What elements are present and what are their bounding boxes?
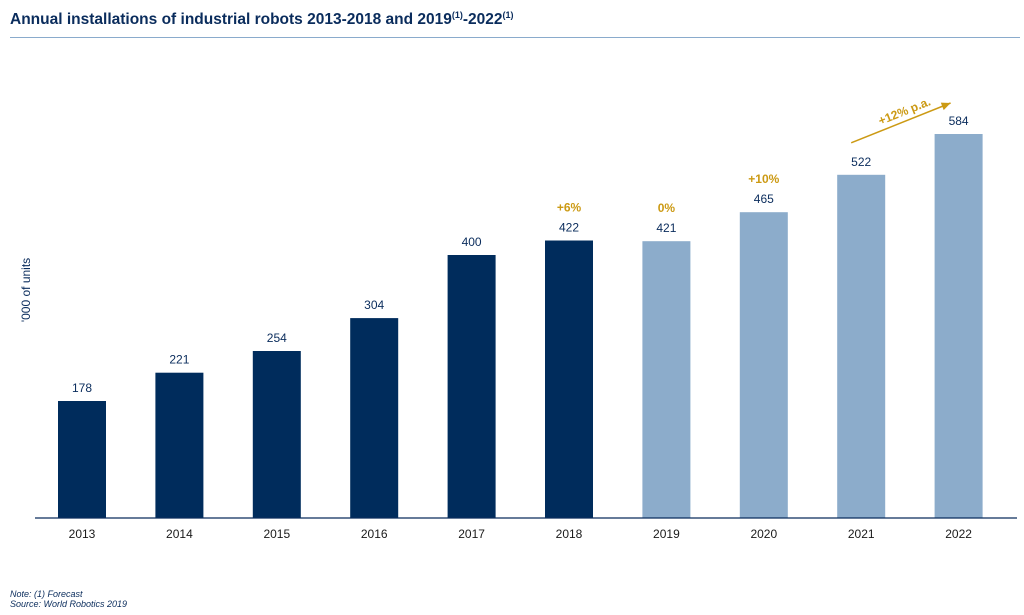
x-tick-label-2016: 2016 (361, 527, 388, 541)
bar-2014 (155, 372, 204, 518)
x-tick-label-2015: 2015 (263, 527, 290, 541)
data-label-2020: 465 (754, 192, 774, 206)
x-tick-label-2022: 2022 (945, 527, 972, 541)
data-label-2019: 421 (656, 221, 676, 235)
bar-2021 (837, 174, 886, 519)
bar-2020 (739, 212, 788, 518)
bar-2015 (252, 351, 301, 518)
bar-2016 (350, 318, 399, 518)
x-tick-label-2013: 2013 (69, 527, 96, 541)
footnote-note: Note: (1) Forecast (10, 589, 83, 599)
growth-annotation-2020: +10% (748, 172, 779, 186)
y-axis-label: '000 of units (19, 258, 33, 322)
growth-arrow-head (940, 102, 951, 111)
bar-2013 (58, 401, 106, 518)
data-label-2014: 221 (169, 353, 189, 367)
growth-annotation-cagr: +12% p.a. (876, 94, 932, 127)
bar-2022 (934, 134, 983, 518)
data-label-2018: 422 (559, 221, 579, 235)
bar-2017 (447, 255, 496, 518)
x-tick-label-2019: 2019 (653, 527, 680, 541)
bars-group (58, 134, 983, 519)
title-divider (10, 37, 1020, 38)
chart-title: Annual installations of industrial robot… (10, 10, 514, 29)
x-tick-label-2017: 2017 (458, 527, 485, 541)
data-label-2013: 178 (72, 381, 92, 395)
x-tick-label-2020: 2020 (750, 527, 777, 541)
bar-chart: 178 2013 221 2014 254 2015 304 2016 400 2017 422 20… (19, 94, 1017, 541)
labels-group: 178 2013 221 2014 254 2015 304 2016 400 2017 422 20… (69, 94, 973, 541)
bar-2018 (545, 240, 593, 518)
bar-2019 (642, 241, 691, 518)
footnote-source: Source: World Robotics 2019 (10, 599, 128, 609)
data-label-2015: 254 (267, 331, 287, 345)
x-tick-label-2018: 2018 (556, 527, 583, 541)
growth-annotation-2019: 0% (658, 201, 676, 215)
x-tick-label-2021: 2021 (848, 527, 875, 541)
data-label-2021: 522 (851, 155, 871, 169)
data-label-2017: 400 (462, 235, 482, 249)
growth-annotation-2018: +6% (557, 201, 582, 215)
x-tick-label-2014: 2014 (166, 527, 193, 541)
growth-arrow-line (850, 102, 951, 144)
data-label-2022: 584 (949, 114, 969, 128)
footnote: Note: (1) Forecast Source: World Robotic… (10, 589, 127, 609)
data-label-2016: 304 (364, 298, 384, 312)
